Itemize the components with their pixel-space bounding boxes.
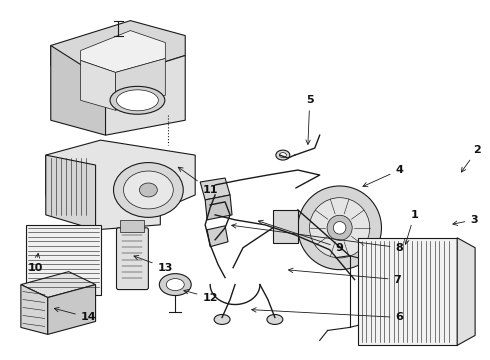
Text: 14: 14: [54, 307, 97, 323]
Ellipse shape: [114, 163, 183, 217]
Polygon shape: [46, 155, 96, 230]
Ellipse shape: [117, 90, 158, 111]
Text: 1: 1: [405, 210, 418, 244]
Polygon shape: [81, 60, 116, 110]
Circle shape: [298, 186, 382, 270]
Polygon shape: [200, 178, 230, 200]
Circle shape: [327, 215, 352, 240]
Ellipse shape: [159, 274, 191, 296]
Circle shape: [333, 221, 346, 234]
Polygon shape: [105, 55, 185, 135]
Ellipse shape: [140, 183, 157, 197]
Polygon shape: [21, 272, 96, 298]
Polygon shape: [457, 238, 475, 345]
Ellipse shape: [110, 86, 165, 114]
Ellipse shape: [166, 279, 184, 291]
Polygon shape: [205, 195, 232, 220]
Circle shape: [310, 198, 370, 258]
Polygon shape: [51, 45, 105, 135]
Text: 2: 2: [462, 145, 481, 172]
Polygon shape: [81, 31, 165, 72]
Text: 7: 7: [289, 268, 401, 285]
Bar: [121, 220, 145, 232]
Text: 4: 4: [363, 165, 403, 186]
Text: 3: 3: [453, 215, 478, 225]
Polygon shape: [273, 210, 298, 243]
Polygon shape: [207, 226, 228, 247]
Ellipse shape: [214, 315, 230, 324]
Text: 5: 5: [306, 95, 314, 144]
Ellipse shape: [123, 171, 173, 209]
Text: 13: 13: [134, 256, 173, 273]
Text: 10: 10: [28, 253, 44, 273]
Text: 8: 8: [232, 224, 403, 253]
Text: 9: 9: [259, 220, 343, 253]
Polygon shape: [48, 285, 96, 334]
FancyBboxPatch shape: [117, 228, 148, 289]
Polygon shape: [21, 285, 48, 334]
Ellipse shape: [267, 315, 283, 324]
Bar: [358, 238, 457, 345]
Ellipse shape: [276, 150, 290, 160]
Polygon shape: [46, 140, 195, 230]
Text: 6: 6: [252, 308, 403, 323]
Bar: [26, 225, 100, 294]
Text: 12: 12: [184, 289, 218, 302]
Text: 11: 11: [178, 167, 218, 195]
Polygon shape: [51, 21, 185, 80]
Polygon shape: [116, 58, 165, 110]
Ellipse shape: [279, 153, 286, 158]
